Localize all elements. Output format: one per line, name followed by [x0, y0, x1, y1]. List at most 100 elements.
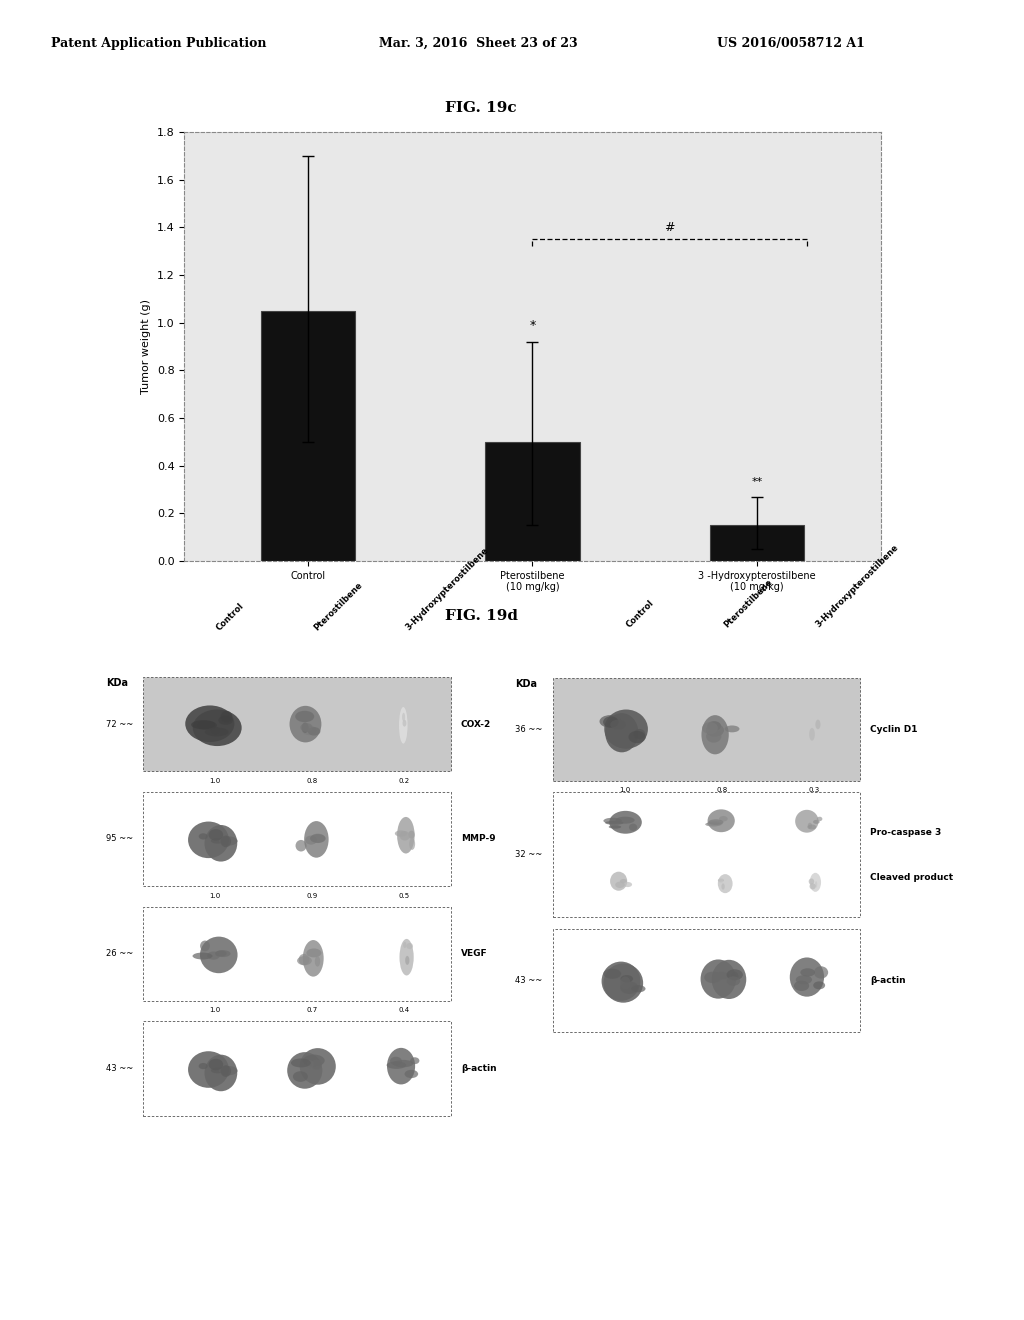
Ellipse shape [302, 726, 316, 735]
Ellipse shape [211, 1068, 224, 1073]
Text: 0.8: 0.8 [307, 777, 317, 784]
Text: Patent Application Publication: Patent Application Publication [51, 37, 266, 50]
Bar [143, 907, 451, 1001]
Ellipse shape [605, 713, 638, 752]
Ellipse shape [808, 822, 812, 829]
Ellipse shape [706, 723, 724, 737]
Ellipse shape [205, 727, 228, 737]
Ellipse shape [719, 816, 728, 821]
Ellipse shape [731, 972, 738, 981]
Ellipse shape [708, 809, 735, 832]
Ellipse shape [218, 715, 232, 725]
Text: Pterostilbene: Pterostilbene [722, 577, 774, 630]
Text: 43 ~~: 43 ~~ [515, 975, 543, 985]
Text: β-actin: β-actin [461, 1064, 497, 1073]
Ellipse shape [200, 937, 238, 973]
Ellipse shape [807, 825, 816, 829]
Text: Control: Control [625, 598, 655, 630]
Bar [274, 690, 350, 758]
Text: MMP-9: MMP-9 [461, 834, 496, 843]
Ellipse shape [300, 723, 312, 733]
Ellipse shape [796, 975, 812, 985]
Ellipse shape [304, 821, 329, 858]
Bar [684, 865, 760, 900]
Bar [553, 678, 860, 780]
Bar [176, 920, 254, 987]
Ellipse shape [199, 833, 208, 840]
Ellipse shape [629, 731, 646, 743]
Text: 3-Hydroxypterostilbene: 3-Hydroxypterostilbene [814, 543, 900, 630]
Bar [485, 442, 580, 561]
Ellipse shape [220, 1065, 231, 1077]
Ellipse shape [191, 721, 215, 730]
Ellipse shape [410, 838, 415, 850]
Ellipse shape [220, 836, 231, 847]
Ellipse shape [209, 1059, 223, 1071]
Ellipse shape [300, 1048, 336, 1085]
Text: Pterostilbene: Pterostilbene [312, 581, 365, 632]
Ellipse shape [188, 1051, 229, 1088]
Ellipse shape [207, 952, 220, 960]
Bar [776, 945, 852, 1016]
Ellipse shape [790, 957, 824, 997]
Bar [367, 690, 443, 758]
Text: 0.7: 0.7 [307, 1007, 317, 1014]
Bar [274, 1035, 350, 1102]
Bar [143, 1022, 451, 1115]
Bar [586, 803, 664, 845]
Text: β-actin: β-actin [870, 975, 906, 985]
Text: Control: Control [215, 601, 246, 632]
Ellipse shape [399, 832, 410, 841]
Text: 43 ~~: 43 ~~ [105, 1064, 133, 1073]
Ellipse shape [814, 966, 828, 978]
Ellipse shape [809, 878, 814, 884]
Text: Mar. 3, 2016  Sheet 23 of 23: Mar. 3, 2016 Sheet 23 of 23 [379, 37, 578, 50]
Ellipse shape [406, 956, 410, 965]
Ellipse shape [815, 882, 817, 887]
Ellipse shape [603, 964, 643, 1003]
Ellipse shape [188, 821, 229, 858]
Bar [776, 803, 852, 845]
Text: US 2016/0058712 A1: US 2016/0058712 A1 [717, 37, 864, 50]
Text: 0.5: 0.5 [399, 892, 410, 899]
Bar [367, 805, 443, 873]
Ellipse shape [205, 825, 238, 862]
Text: Cleaved product: Cleaved product [870, 873, 953, 882]
Text: 1.0: 1.0 [210, 892, 220, 899]
Ellipse shape [813, 820, 819, 824]
Text: 0.3: 0.3 [809, 787, 819, 793]
Text: 36 ~~: 36 ~~ [515, 725, 543, 734]
Text: 0.2: 0.2 [399, 777, 410, 784]
Text: COX-2: COX-2 [461, 719, 492, 729]
Ellipse shape [810, 883, 816, 890]
Bar [586, 694, 664, 766]
Ellipse shape [305, 836, 317, 845]
Bar [143, 792, 451, 886]
Ellipse shape [727, 969, 743, 981]
Ellipse shape [306, 949, 322, 957]
Ellipse shape [609, 810, 642, 834]
Ellipse shape [621, 977, 631, 990]
Ellipse shape [407, 942, 413, 949]
Ellipse shape [299, 954, 309, 965]
Ellipse shape [310, 833, 325, 843]
Ellipse shape [718, 879, 724, 882]
Text: 26 ~~: 26 ~~ [105, 949, 133, 958]
Ellipse shape [395, 830, 407, 837]
Bar [367, 1035, 443, 1102]
Ellipse shape [295, 710, 314, 722]
Ellipse shape [311, 1060, 322, 1071]
Ellipse shape [193, 709, 242, 746]
Ellipse shape [219, 1067, 238, 1076]
Ellipse shape [701, 715, 729, 754]
Ellipse shape [390, 1057, 401, 1065]
Ellipse shape [817, 817, 822, 821]
Bar [586, 865, 664, 900]
Ellipse shape [393, 1060, 414, 1068]
Ellipse shape [621, 975, 633, 982]
Ellipse shape [634, 729, 645, 739]
Ellipse shape [297, 956, 312, 965]
Bar [367, 920, 443, 987]
Ellipse shape [810, 711, 820, 750]
Ellipse shape [709, 820, 724, 825]
